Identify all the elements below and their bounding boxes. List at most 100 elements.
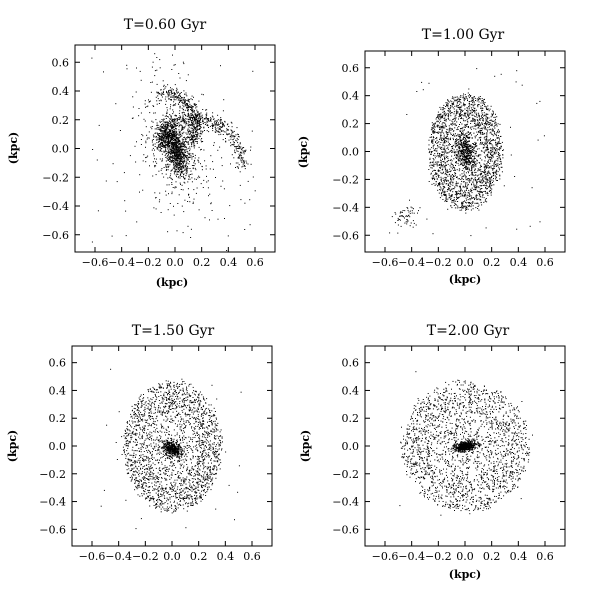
particle-point bbox=[463, 152, 464, 154]
particle-point bbox=[475, 187, 477, 189]
particle-point bbox=[162, 123, 164, 125]
particle-point bbox=[170, 143, 172, 144]
particle-point bbox=[202, 94, 204, 96]
particle-point bbox=[195, 107, 197, 109]
particle-point bbox=[184, 161, 186, 163]
particle-point bbox=[145, 140, 147, 142]
particle-point bbox=[432, 177, 434, 179]
particle-point bbox=[456, 135, 458, 137]
particle-point bbox=[193, 162, 195, 164]
particle-point bbox=[475, 161, 477, 163]
particle-point bbox=[151, 81, 153, 83]
particle-point bbox=[176, 158, 178, 160]
particle-point bbox=[465, 186, 467, 188]
particle-point bbox=[193, 132, 195, 134]
particle-point bbox=[453, 113, 455, 115]
particle-point bbox=[171, 135, 172, 137]
particle-point bbox=[472, 117, 474, 119]
particle-point bbox=[461, 134, 463, 136]
particle-point bbox=[214, 120, 216, 122]
particle-point bbox=[447, 179, 449, 181]
particle-point bbox=[180, 116, 182, 118]
particle-point bbox=[444, 159, 446, 161]
particle-point bbox=[166, 112, 168, 114]
particle-point bbox=[154, 149, 155, 151]
particle-point bbox=[194, 135, 195, 137]
particle-point bbox=[156, 92, 158, 94]
particle-point bbox=[165, 131, 166, 133]
particle-point bbox=[200, 112, 202, 114]
particle-point bbox=[487, 161, 489, 163]
particle-point bbox=[185, 168, 187, 170]
particle-point bbox=[452, 179, 454, 181]
particle-point bbox=[456, 145, 458, 147]
particle-point bbox=[155, 139, 157, 141]
particle-point bbox=[471, 197, 473, 199]
particle-point bbox=[457, 159, 459, 161]
particle-point bbox=[430, 129, 432, 131]
particle-point bbox=[460, 99, 462, 100]
particle-point bbox=[160, 89, 162, 91]
particle-point bbox=[220, 133, 222, 135]
particle-point bbox=[459, 185, 461, 187]
particle-point bbox=[457, 144, 459, 146]
particle-point bbox=[444, 167, 446, 169]
particle-point bbox=[163, 145, 165, 147]
particle-point bbox=[491, 140, 492, 142]
particle-point bbox=[481, 191, 483, 193]
particle-point bbox=[481, 117, 483, 119]
particle-point bbox=[182, 61, 184, 63]
particle-point bbox=[442, 151, 444, 153]
particle-point bbox=[463, 142, 465, 144]
particle-point bbox=[466, 187, 468, 189]
particle-point bbox=[162, 144, 164, 146]
particle-point bbox=[181, 119, 183, 121]
particle-point bbox=[470, 198, 472, 200]
particle-point bbox=[464, 190, 466, 192]
particle-point bbox=[162, 146, 164, 147]
particle-point bbox=[227, 129, 229, 130]
particle-point bbox=[460, 106, 461, 108]
particle-point bbox=[209, 125, 211, 127]
particle-point bbox=[444, 187, 446, 188]
particle-point bbox=[233, 135, 235, 137]
particle-point bbox=[478, 192, 480, 194]
particle-point bbox=[181, 205, 183, 207]
particle-point bbox=[174, 168, 176, 170]
particle-point bbox=[173, 163, 175, 165]
particle-point bbox=[503, 149, 504, 151]
particle-point bbox=[486, 147, 488, 149]
particle-point bbox=[484, 141, 486, 143]
particle-point bbox=[489, 142, 491, 144]
particle-point bbox=[474, 107, 476, 109]
particle-point bbox=[449, 175, 451, 177]
particle-point bbox=[169, 136, 170, 138]
particle-point bbox=[472, 118, 474, 120]
particle-point bbox=[200, 149, 201, 151]
particle-point bbox=[198, 161, 200, 163]
particle-point bbox=[455, 99, 457, 101]
particle-point bbox=[440, 157, 442, 159]
particle-point bbox=[126, 68, 128, 70]
particle-point bbox=[490, 124, 492, 126]
particle-point bbox=[484, 138, 486, 140]
particle-point bbox=[193, 147, 195, 149]
particle-point bbox=[176, 123, 178, 125]
particle-point bbox=[434, 157, 436, 159]
particle-point bbox=[476, 186, 478, 188]
particle-point bbox=[465, 208, 467, 210]
particle-point bbox=[440, 142, 442, 143]
particle-point bbox=[178, 131, 180, 133]
particle-point bbox=[169, 152, 171, 154]
particle-point bbox=[178, 155, 180, 157]
particle-point bbox=[176, 163, 177, 165]
particle-point bbox=[161, 158, 163, 160]
particle-point bbox=[160, 142, 162, 144]
particle-point bbox=[467, 183, 469, 185]
particle-point bbox=[222, 124, 224, 126]
particle-point bbox=[233, 144, 235, 146]
particle-point bbox=[157, 139, 159, 141]
particle-point bbox=[173, 156, 175, 158]
particle-point bbox=[231, 144, 233, 146]
particle-point bbox=[466, 123, 468, 125]
